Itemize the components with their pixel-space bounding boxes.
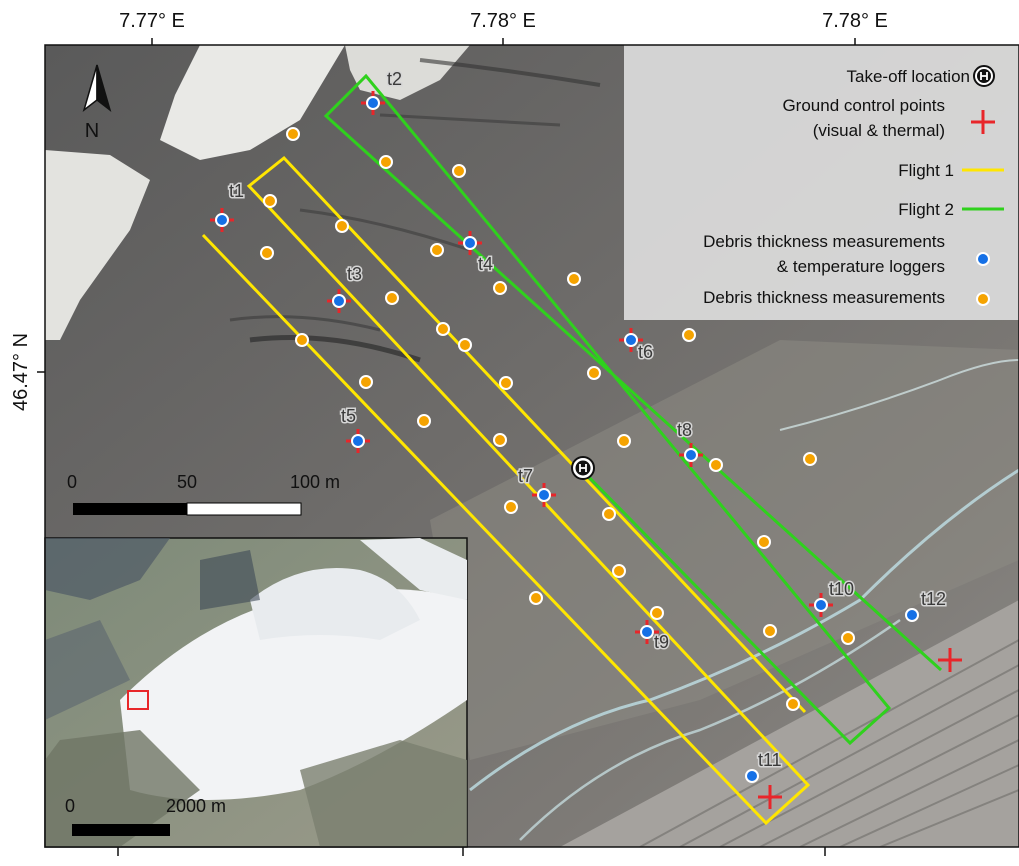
debris-point — [612, 564, 626, 578]
site-label: t1 — [229, 181, 244, 201]
logger-point — [215, 213, 229, 227]
debris-point — [529, 591, 543, 605]
takeoff-helipad-icon — [973, 65, 995, 87]
debris-point — [841, 631, 855, 645]
scale-label: 0 — [67, 472, 77, 492]
debris-point — [757, 535, 771, 549]
debris-point — [602, 507, 616, 521]
inset-scale-label: 0 — [65, 796, 75, 816]
debris-point — [295, 333, 309, 347]
takeoff-helipad-icon — [571, 456, 595, 480]
gcp-standalone — [758, 785, 782, 809]
site-label: t6 — [638, 342, 653, 362]
debris-point — [417, 414, 431, 428]
top-axis: 7.77° E 7.78° E 7.78° E — [119, 10, 888, 45]
debris-point — [499, 376, 513, 390]
flight-1-outline — [201, 155, 811, 826]
debris-point — [458, 338, 472, 352]
logger-point — [366, 96, 380, 110]
legend-logger-label: Debris thickness measurements — [703, 232, 945, 251]
site-label: t10 — [829, 579, 854, 599]
logger-point — [537, 488, 551, 502]
inset-map: 0 2000 m — [44, 537, 468, 848]
debris-point — [763, 624, 777, 638]
debris-point — [452, 164, 466, 178]
site-label: t12 — [921, 589, 946, 609]
legend-gcp-label-2: (visual & thermal) — [813, 121, 945, 140]
legend-takeoff-label: Take-off location — [847, 67, 970, 86]
debris-point — [379, 155, 393, 169]
logger-point — [624, 333, 638, 347]
debris-point — [260, 246, 274, 260]
debris-point — [650, 606, 664, 620]
site-label: t8 — [677, 420, 692, 440]
site-labels: t2 t1 t4 t3 t6 t5 t8 t7 t10 t9 t12 t11 — [228, 68, 948, 772]
debris-point — [385, 291, 399, 305]
debris-point — [335, 219, 349, 233]
legend-flight2-label: Flight 2 — [898, 200, 954, 219]
north-arrow-icon: N — [82, 64, 112, 142]
debris-point — [493, 433, 507, 447]
site-label: t5 — [341, 406, 356, 426]
site-label: t4 — [478, 254, 493, 274]
inset-scale-label: 2000 m — [166, 796, 226, 816]
site-label: t3 — [347, 264, 362, 284]
logger-point — [351, 434, 365, 448]
debris-point — [493, 281, 507, 295]
debris-point — [263, 194, 277, 208]
legend-debris-label: Debris thickness measurements — [703, 288, 945, 307]
logger-point — [684, 448, 698, 462]
orange-dot — [976, 292, 990, 306]
red-cross-icon — [971, 110, 995, 134]
debris-point — [359, 375, 373, 389]
logger-point — [814, 598, 828, 612]
legend-logger-label-2: & temperature loggers — [777, 257, 945, 276]
debris-point — [504, 500, 518, 514]
debris-point — [587, 366, 601, 380]
logger-points — [215, 96, 919, 783]
north-label: N — [85, 120, 99, 142]
legend-gcp-label: Ground control points — [782, 96, 945, 115]
logger-point — [745, 769, 759, 783]
debris-point — [682, 328, 696, 342]
legend-flight1-label: Flight 1 — [898, 161, 954, 180]
inset-location-marker — [127, 690, 149, 710]
debris-point — [567, 272, 581, 286]
site-label: t11 — [758, 750, 782, 770]
debris-point — [709, 458, 723, 472]
flight-2-outline — [323, 73, 943, 746]
top-tick-label: 7.78° E — [822, 10, 888, 32]
scale-bar: 0 50 100 m — [67, 472, 340, 516]
blue-dot — [976, 252, 990, 266]
debris-point — [617, 434, 631, 448]
logger-point — [332, 294, 346, 308]
map-frame — [44, 44, 1019, 848]
scale-label: 50 — [177, 472, 197, 492]
top-tick-label: 7.78° E — [470, 10, 536, 32]
logger-point — [640, 625, 654, 639]
left-tick-label: 46.47° N — [10, 333, 32, 411]
debris-point — [786, 697, 800, 711]
debris-points — [260, 127, 855, 711]
debris-point — [436, 322, 450, 336]
scale-label: 100 m — [290, 472, 340, 492]
site-label: t2 — [387, 69, 402, 89]
gcp-standalone — [938, 648, 962, 672]
site-label: t7 — [518, 466, 533, 486]
top-tick-label: 7.77° E — [119, 10, 185, 32]
left-axis: 46.47° N — [10, 333, 45, 411]
logger-point — [463, 236, 477, 250]
debris-point — [286, 127, 300, 141]
bottom-axis-ticks — [117, 847, 826, 856]
logger-point — [905, 608, 919, 622]
debris-point — [430, 243, 444, 257]
site-label: t9 — [654, 632, 669, 652]
legend: Take-off location Ground control points … — [703, 65, 1004, 307]
debris-point — [803, 452, 817, 466]
